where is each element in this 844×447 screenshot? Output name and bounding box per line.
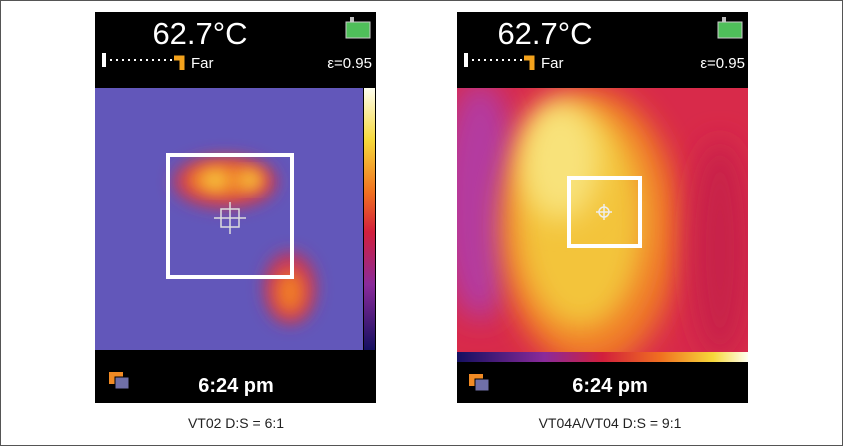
thermal-image <box>95 88 363 350</box>
screen-right: 62.7°C Far ε=0.95 6:24 pm VT04A/VT04 D:S… <box>440 12 750 431</box>
range-label: Far <box>541 55 564 72</box>
temperature: 62.7°C <box>497 16 592 51</box>
caption: VT04A/VT04 D:S = 9:1 <box>539 415 682 431</box>
caption: VT02 D:S = 6:1 <box>188 415 284 431</box>
emissivity: ε=0.95 <box>327 55 372 72</box>
figure: 62.7°C Far ε=0.95 6:24 pm VT02 D:S = 6:1 <box>0 0 844 447</box>
range-label: Far <box>191 55 214 72</box>
temperature: 62.7°C <box>152 16 247 51</box>
emissivity: ε=0.95 <box>700 55 745 72</box>
screen-left: 62.7°C Far ε=0.95 6:24 pm VT02 D:S = 6:1 <box>95 12 376 431</box>
color-scale <box>364 88 375 350</box>
thermal-image <box>440 80 750 370</box>
color-scale <box>457 352 748 362</box>
time: 6:24 pm <box>198 375 274 397</box>
time: 6:24 pm <box>572 375 648 397</box>
